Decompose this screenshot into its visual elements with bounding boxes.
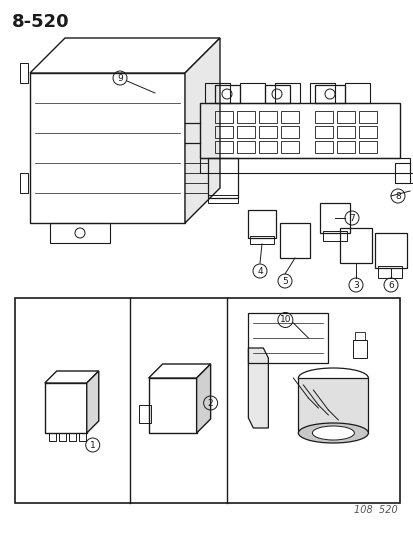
Bar <box>298 378 368 433</box>
Text: 2: 2 <box>207 399 213 408</box>
Text: 8-520: 8-520 <box>12 13 69 31</box>
Bar <box>45 383 87 433</box>
Bar <box>358 111 376 123</box>
Text: 6: 6 <box>387 280 393 289</box>
Bar <box>358 141 376 153</box>
Polygon shape <box>148 364 210 378</box>
Bar <box>314 126 332 138</box>
Text: 5: 5 <box>281 277 287 286</box>
Bar <box>259 126 276 138</box>
Bar <box>49 433 56 441</box>
Bar <box>240 83 264 103</box>
Bar <box>247 210 275 238</box>
Bar <box>279 223 309 258</box>
Bar <box>207 195 237 203</box>
Bar <box>214 85 240 103</box>
Text: 10: 10 <box>279 316 290 325</box>
Bar <box>264 85 289 103</box>
Bar <box>199 158 409 173</box>
Bar <box>78 433 85 441</box>
Bar <box>214 126 233 138</box>
Bar <box>59 433 66 441</box>
Bar <box>309 83 334 103</box>
Text: 8: 8 <box>394 191 400 200</box>
Bar <box>353 340 366 358</box>
Ellipse shape <box>298 368 368 388</box>
Bar <box>322 231 346 241</box>
Bar <box>236 126 254 138</box>
Bar <box>314 111 332 123</box>
Bar <box>20 63 28 83</box>
Bar <box>69 433 76 441</box>
Bar <box>319 203 349 233</box>
Polygon shape <box>45 371 99 383</box>
Bar <box>236 141 254 153</box>
Bar <box>354 332 365 340</box>
Bar <box>248 313 328 363</box>
Text: 3: 3 <box>352 280 358 289</box>
Text: 1: 1 <box>90 440 95 449</box>
Bar <box>50 223 110 243</box>
Polygon shape <box>185 38 219 223</box>
Bar <box>204 83 230 103</box>
Bar <box>30 73 185 223</box>
Bar <box>214 111 233 123</box>
Bar <box>280 111 298 123</box>
Bar <box>148 378 196 433</box>
Ellipse shape <box>298 423 368 443</box>
Ellipse shape <box>312 426 354 440</box>
Bar <box>249 236 273 244</box>
Bar <box>199 103 399 158</box>
Bar <box>259 141 276 153</box>
Bar <box>358 126 376 138</box>
Bar <box>377 266 401 278</box>
Bar <box>259 111 276 123</box>
Bar <box>336 141 354 153</box>
Bar <box>374 233 406 268</box>
Text: 4: 4 <box>256 266 262 276</box>
Bar <box>314 85 344 103</box>
Bar <box>20 173 28 193</box>
Bar <box>336 126 354 138</box>
Bar <box>280 126 298 138</box>
Bar <box>314 141 332 153</box>
Bar <box>280 141 298 153</box>
Bar <box>344 83 369 103</box>
Bar <box>339 228 371 263</box>
Bar <box>214 141 233 153</box>
Text: 7: 7 <box>348 214 354 222</box>
Bar <box>138 405 150 423</box>
Bar <box>336 111 354 123</box>
Bar <box>274 83 299 103</box>
Text: 9: 9 <box>117 74 123 83</box>
Polygon shape <box>30 38 219 73</box>
Polygon shape <box>87 371 99 433</box>
Bar <box>15 298 399 503</box>
Bar <box>394 163 409 183</box>
Bar <box>207 158 237 198</box>
Text: 108  520: 108 520 <box>354 505 397 515</box>
Bar <box>236 111 254 123</box>
Polygon shape <box>196 364 210 433</box>
Polygon shape <box>248 348 268 428</box>
